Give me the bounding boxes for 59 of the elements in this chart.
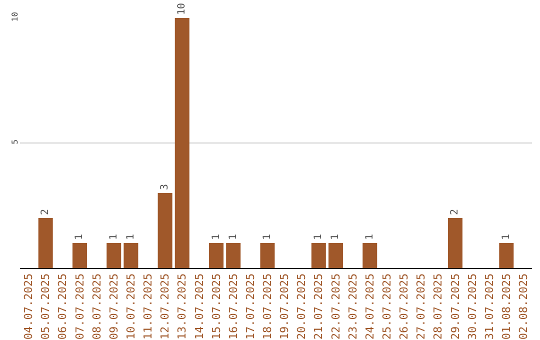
bar	[499, 243, 514, 268]
x-tick-label: 18.07.2025	[261, 273, 274, 340]
x-tick-label: 19.07.2025	[278, 273, 292, 340]
data-label: 10	[176, 2, 188, 15]
x-tick-label: 31.07.2025	[482, 273, 496, 340]
x-tick-label: 22.07.2025	[329, 273, 342, 340]
x-tick-label: 28.07.2025	[432, 273, 445, 340]
x-tick-label: 15.07.2025	[210, 273, 223, 340]
data-label: 1	[74, 234, 86, 240]
x-tick-label: 29.07.2025	[448, 273, 462, 340]
data-label: 1	[228, 234, 239, 240]
x-tick-label: 09.07.2025	[107, 273, 120, 340]
y-tick-label: 5	[10, 139, 20, 144]
x-tick-label: 07.07.2025	[73, 273, 86, 340]
bar	[38, 218, 53, 268]
data-label: 1	[125, 234, 136, 240]
x-tick-label: 12.07.2025	[158, 273, 172, 340]
bar	[209, 243, 224, 268]
bar	[72, 243, 87, 268]
data-label: 1	[330, 234, 342, 240]
data-label: 1	[210, 234, 222, 240]
bar	[311, 243, 326, 268]
x-tick-label: 06.07.2025	[56, 273, 70, 340]
x-tick-label: 14.07.2025	[192, 273, 206, 340]
x-tick-label: 02.08.2025	[517, 273, 530, 340]
x-tick-label: 16.07.2025	[226, 273, 240, 340]
x-tick-label: 01.08.2025	[500, 273, 513, 340]
bar	[106, 243, 122, 268]
bar	[226, 243, 241, 268]
x-tick-label: 26.07.2025	[398, 273, 411, 340]
x-tick-label: 17.07.2025	[244, 273, 257, 340]
x-tick-label: 05.07.2025	[39, 273, 52, 340]
data-label: 1	[313, 234, 324, 240]
x-tick-label: 21.07.2025	[312, 273, 326, 340]
data-label: 2	[40, 208, 52, 215]
x-tick-label: 04.07.2025	[22, 273, 36, 340]
x-tick-label: 30.07.2025	[466, 273, 479, 340]
data-label: 1	[364, 234, 376, 240]
bar	[174, 18, 190, 268]
data-label: 1	[500, 234, 512, 240]
bar	[260, 243, 275, 268]
data-label: 3	[160, 184, 171, 190]
x-tick-label: 27.07.2025	[414, 273, 428, 340]
x-tick-label: 08.07.2025	[90, 273, 104, 340]
bar	[448, 218, 462, 268]
data-label: 1	[262, 234, 273, 240]
x-tick-label: 20.07.2025	[295, 273, 308, 340]
x-tick-label: 13.07.2025	[176, 273, 189, 340]
x-tick-label: 25.07.2025	[380, 273, 394, 340]
x-tick-label: 11.07.2025	[142, 273, 155, 340]
x-tick-label: 24.07.2025	[363, 273, 376, 340]
bar	[328, 243, 343, 268]
data-label: 1	[108, 234, 120, 240]
bar	[362, 243, 378, 268]
x-tick-label: 10.07.2025	[124, 273, 138, 340]
bar	[158, 193, 172, 268]
data-label: 2	[450, 208, 461, 215]
bar	[124, 243, 138, 268]
x-tick-label: 23.07.2025	[346, 273, 360, 340]
